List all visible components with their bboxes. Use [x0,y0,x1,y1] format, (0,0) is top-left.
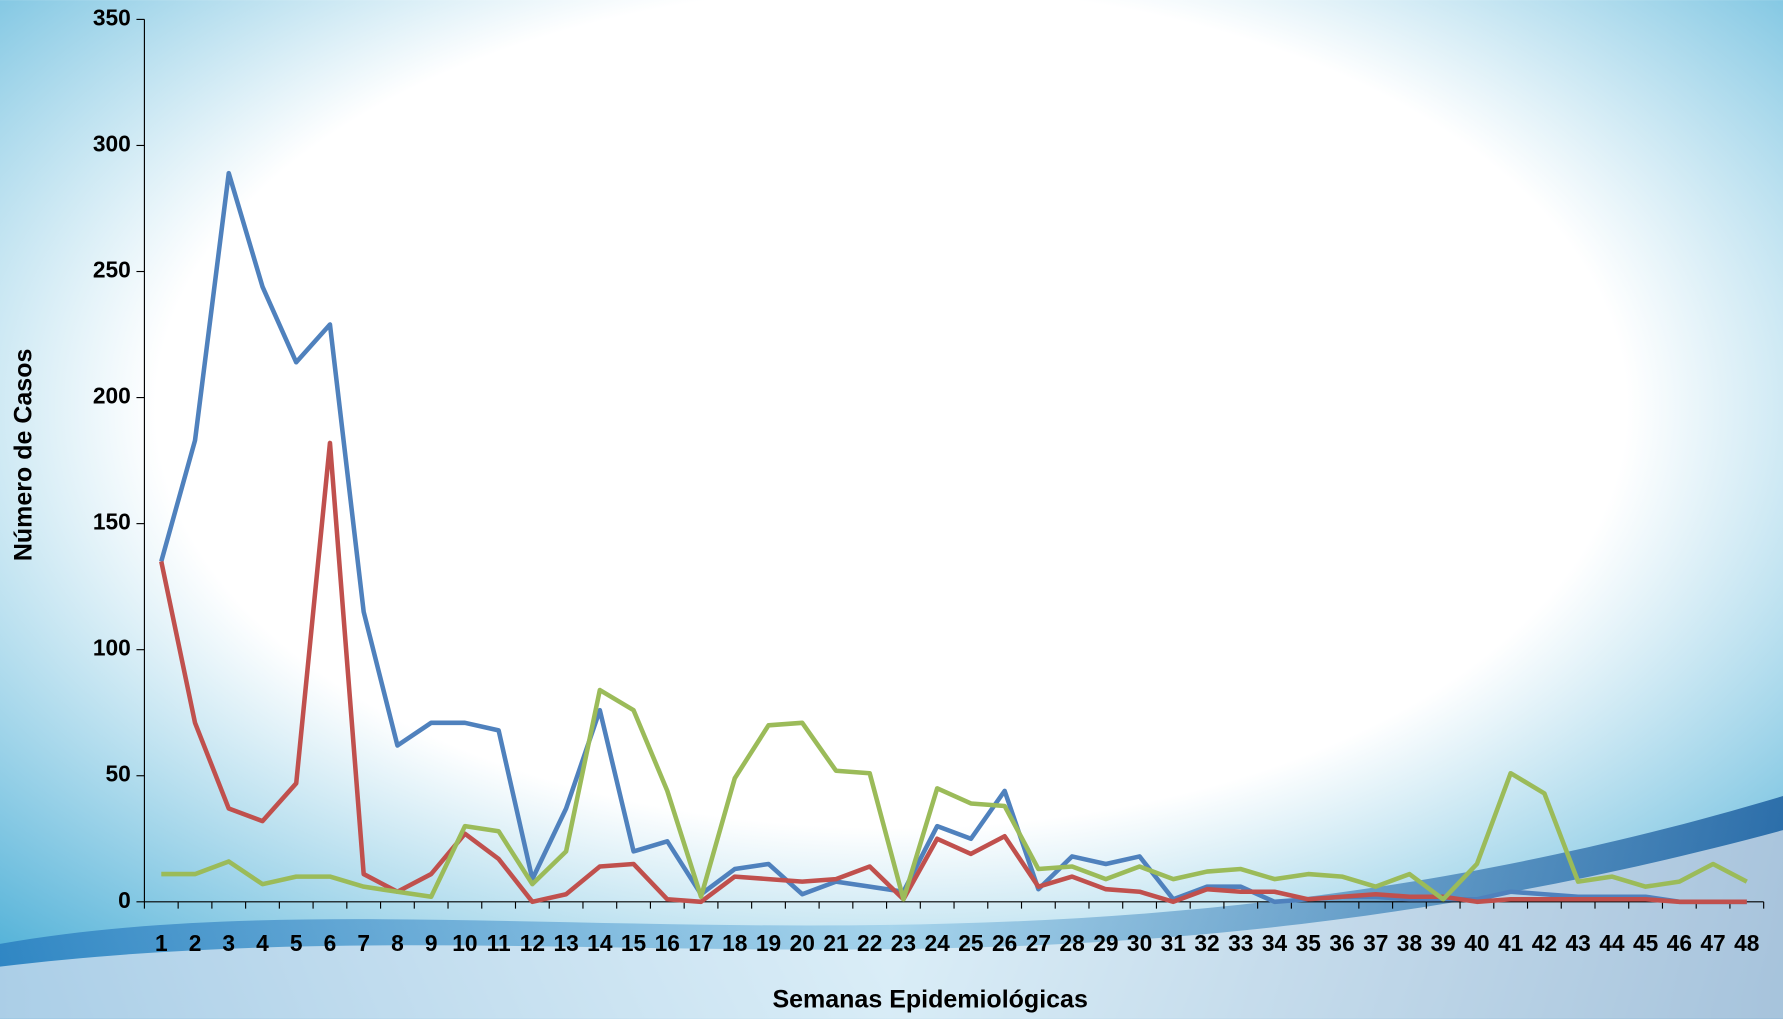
x-tick-label: 16 [655,930,680,956]
y-tick-label: 250 [93,257,131,283]
y-tick-label: 350 [93,4,131,30]
x-tick-label: 42 [1532,930,1557,956]
x-tick-label: 30 [1127,930,1152,956]
x-tick-label: 48 [1734,930,1759,956]
x-tick-label: 14 [587,930,613,956]
x-tick-label: 4 [256,930,269,956]
x-tick-label: 3 [222,930,235,956]
y-tick-label: 100 [93,635,131,661]
x-tick-label: 20 [790,930,815,956]
x-tick-label: 26 [992,930,1017,956]
x-tick-label: 27 [1026,930,1051,956]
y-tick-label: 300 [93,130,131,156]
x-tick-label: 41 [1498,930,1524,956]
x-tick-label: 21 [823,930,849,956]
x-tick-label: 8 [391,930,404,956]
x-tick-label: 45 [1633,930,1659,956]
y-tick-label: 0 [118,887,131,913]
x-tick-label: 36 [1329,930,1354,956]
x-tick-label: 46 [1667,930,1692,956]
x-tick-label: 23 [891,930,916,956]
x-tick-label: 15 [621,930,647,956]
x-tick-label: 32 [1194,930,1219,956]
x-tick-label: 43 [1565,930,1590,956]
x-tick-label: 18 [722,930,747,956]
x-tick-label: 25 [958,930,984,956]
x-axis-label: Semanas Epidemiológicas [772,985,1087,1013]
series-line [161,687,1748,902]
y-tick-label: 150 [93,509,131,535]
x-tick-label: 37 [1363,930,1388,956]
x-tick-label: 5 [290,930,303,956]
x-tick-label: 39 [1431,930,1456,956]
series-line [159,170,1747,905]
y-tick-label: 50 [105,761,130,787]
x-tick-label: 31 [1161,930,1187,956]
x-tick-label: 22 [857,930,882,956]
x-tick-label: 6 [324,930,337,956]
series-line [159,440,1747,905]
y-axis-label: Número de Casos [10,349,38,562]
x-tick-label: 34 [1262,930,1288,956]
x-tick-label: 10 [452,930,477,956]
x-tick-label: 12 [520,930,545,956]
x-tick-label: 7 [357,930,370,956]
x-tick-label: 28 [1059,930,1084,956]
x-tick-label: 9 [425,930,438,956]
x-tick-label: 33 [1228,930,1253,956]
x-tick-label: 38 [1397,930,1422,956]
x-tick-label: 35 [1296,930,1322,956]
x-tick-label: 19 [756,930,781,956]
x-tick-label: 11 [487,930,511,956]
x-tick-label: 17 [688,930,713,956]
x-tick-label: 24 [925,930,951,956]
x-tick-label: 2 [189,930,202,956]
x-tick-label: 47 [1700,930,1725,956]
wave-highlight [0,830,1783,1019]
y-tick-label: 200 [93,383,131,409]
x-tick-label: 29 [1093,930,1118,956]
x-tick-label: 44 [1599,930,1625,956]
x-tick-label: 13 [553,930,578,956]
x-tick-label: 40 [1464,930,1489,956]
x-tick-label: 1 [155,930,168,956]
